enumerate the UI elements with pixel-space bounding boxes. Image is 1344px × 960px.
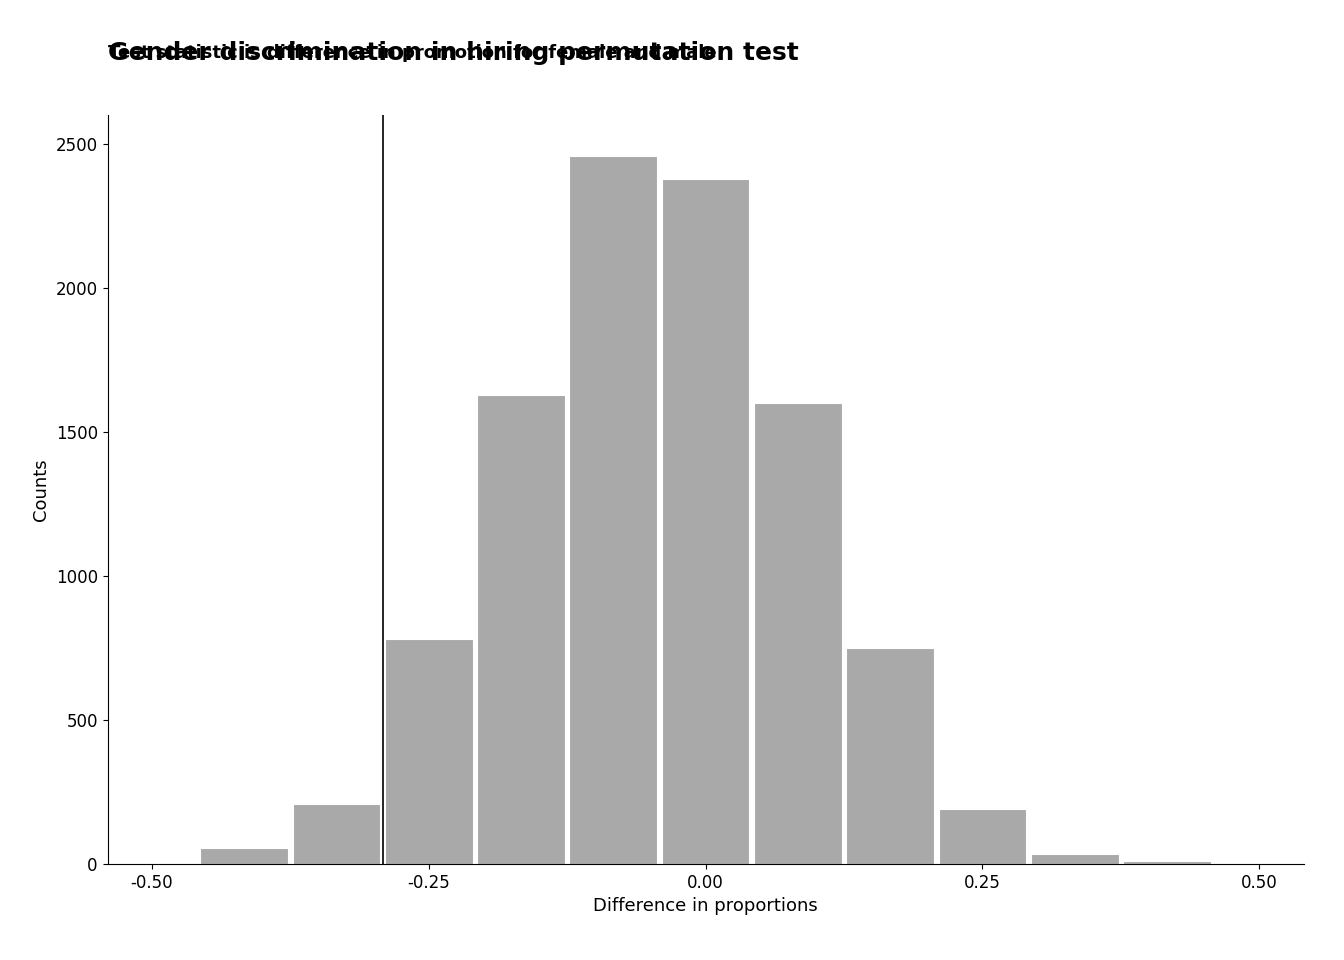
Text: Gender discrimination in hiring permutation test: Gender discrimination in hiring permutat… [108,40,798,64]
Bar [570,156,657,864]
Bar [754,403,841,864]
Bar [938,809,1027,864]
X-axis label: Difference in proportions: Difference in proportions [593,898,818,915]
Bar [1215,863,1304,864]
Bar [108,863,196,864]
Bar [1124,861,1211,864]
Bar [847,648,934,864]
Bar [1031,854,1118,864]
Bar [384,639,473,864]
Text: Test statistic is difference in promotion for female and male: Test statistic is difference in promotio… [108,44,716,62]
Bar [477,395,564,864]
Bar [200,849,288,864]
Bar [661,179,750,864]
Bar [293,804,380,864]
Y-axis label: Counts: Counts [32,458,50,521]
